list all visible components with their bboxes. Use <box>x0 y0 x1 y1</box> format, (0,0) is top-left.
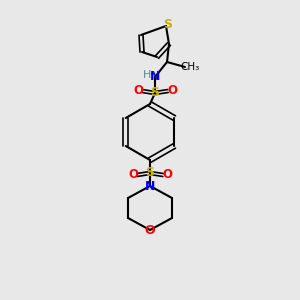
Text: S: S <box>151 86 160 100</box>
Text: O: O <box>162 169 172 182</box>
Text: S: S <box>164 17 172 31</box>
Text: H: H <box>143 70 151 80</box>
Text: O: O <box>133 85 143 98</box>
Text: N: N <box>145 179 155 193</box>
Text: O: O <box>128 169 138 182</box>
Text: O: O <box>167 85 177 98</box>
Text: S: S <box>146 167 154 179</box>
Text: CH₃: CH₃ <box>180 62 200 72</box>
Text: O: O <box>145 224 155 236</box>
Text: N: N <box>150 70 160 83</box>
